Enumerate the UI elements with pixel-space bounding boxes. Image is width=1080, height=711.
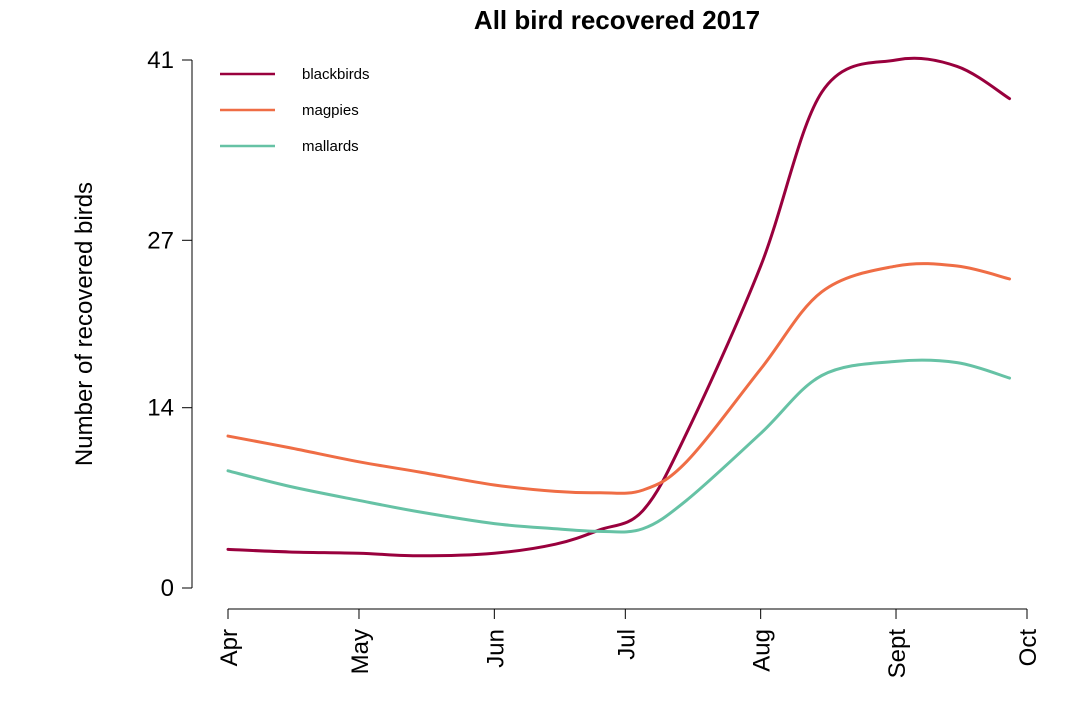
chart-title: All bird recovered 2017 — [474, 5, 760, 35]
series-line-magpies — [226, 262, 1012, 495]
legend-label-magpies: magpies — [302, 102, 359, 119]
legend-label-blackbirds: blackbirds — [302, 66, 370, 83]
series-line-mallards — [226, 358, 1012, 534]
x-tick-label: May — [347, 629, 374, 674]
x-tick-label: Sept — [884, 629, 911, 679]
y-axis: 0 14 27 41 — [147, 47, 193, 602]
y-tick-label: 27 — [147, 227, 174, 254]
y-tick-label: 14 — [147, 395, 174, 422]
legend: blackbirds magpies mallards — [220, 66, 370, 155]
x-tick-label: Aug — [749, 629, 776, 672]
legend-label-mallards: mallards — [302, 138, 359, 155]
x-tick-label: Apr — [216, 629, 243, 666]
y-tick-label: 0 — [161, 575, 174, 602]
x-tick-label: Oct — [1015, 629, 1042, 667]
series-line-blackbirds — [226, 56, 1012, 558]
y-axis-label: Number of recovered birds — [71, 182, 98, 466]
x-axis: Apr May Jun Jul Aug Sept Oct — [216, 608, 1042, 679]
x-tick-label: Jul — [613, 629, 640, 660]
series-layer — [226, 56, 1012, 558]
y-tick-label: 41 — [147, 47, 174, 74]
x-tick-label: Jun — [482, 629, 509, 668]
